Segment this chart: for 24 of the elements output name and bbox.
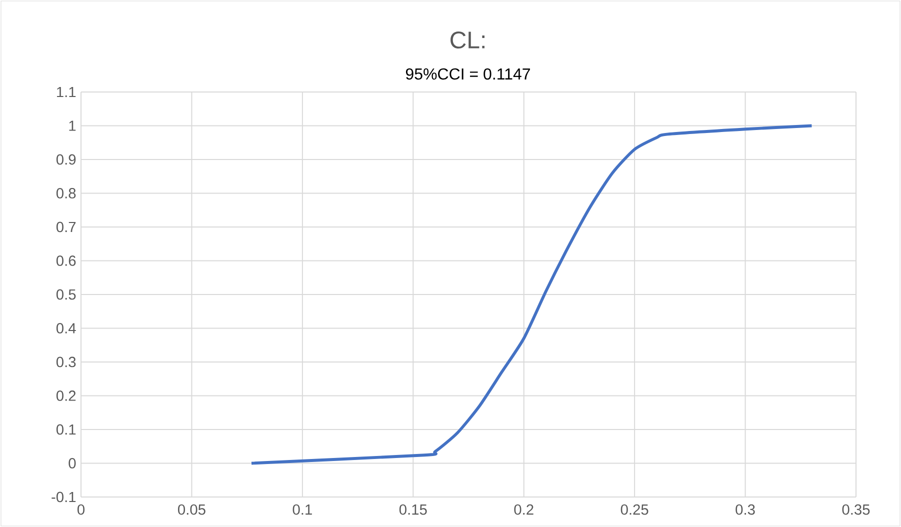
y-tick-label: 0: [68, 458, 76, 468]
y-tick-label: 0.8: [56, 188, 76, 198]
x-tick-label: 0.05: [178, 504, 206, 515]
y-tick-label: 0.3: [56, 356, 76, 368]
y-tick-label: 0.1: [56, 424, 76, 435]
y-tick-label: 0.2: [56, 390, 76, 401]
y-tick-label: 0.7: [56, 222, 76, 232]
y-tick-label: 1: [69, 120, 76, 131]
x-tick-label: 0.15: [399, 504, 427, 515]
x-tick-label: 0.3: [736, 504, 755, 515]
y-tick-label: 0.9: [56, 154, 76, 165]
chart-subtitle: 95%CCI = 0.1147: [406, 68, 530, 80]
y-tick-label: 0.5: [56, 289, 76, 300]
x-tick-label: 0: [77, 504, 84, 515]
x-tick-label: 0.35: [842, 504, 870, 515]
line-series: [250, 124, 814, 465]
x-tick-label: 0.25: [620, 504, 648, 515]
x-tick-label: 0.1: [292, 504, 312, 515]
y-tick-label: 0.4: [56, 323, 76, 334]
x-tick-label: 0.2: [514, 504, 534, 515]
y-tick-label: 1.1: [57, 86, 76, 98]
y-tick-label: 0.6: [56, 256, 76, 266]
chart-title: CL:: [450, 31, 484, 48]
y-tick-label: -0.1: [52, 492, 76, 502]
